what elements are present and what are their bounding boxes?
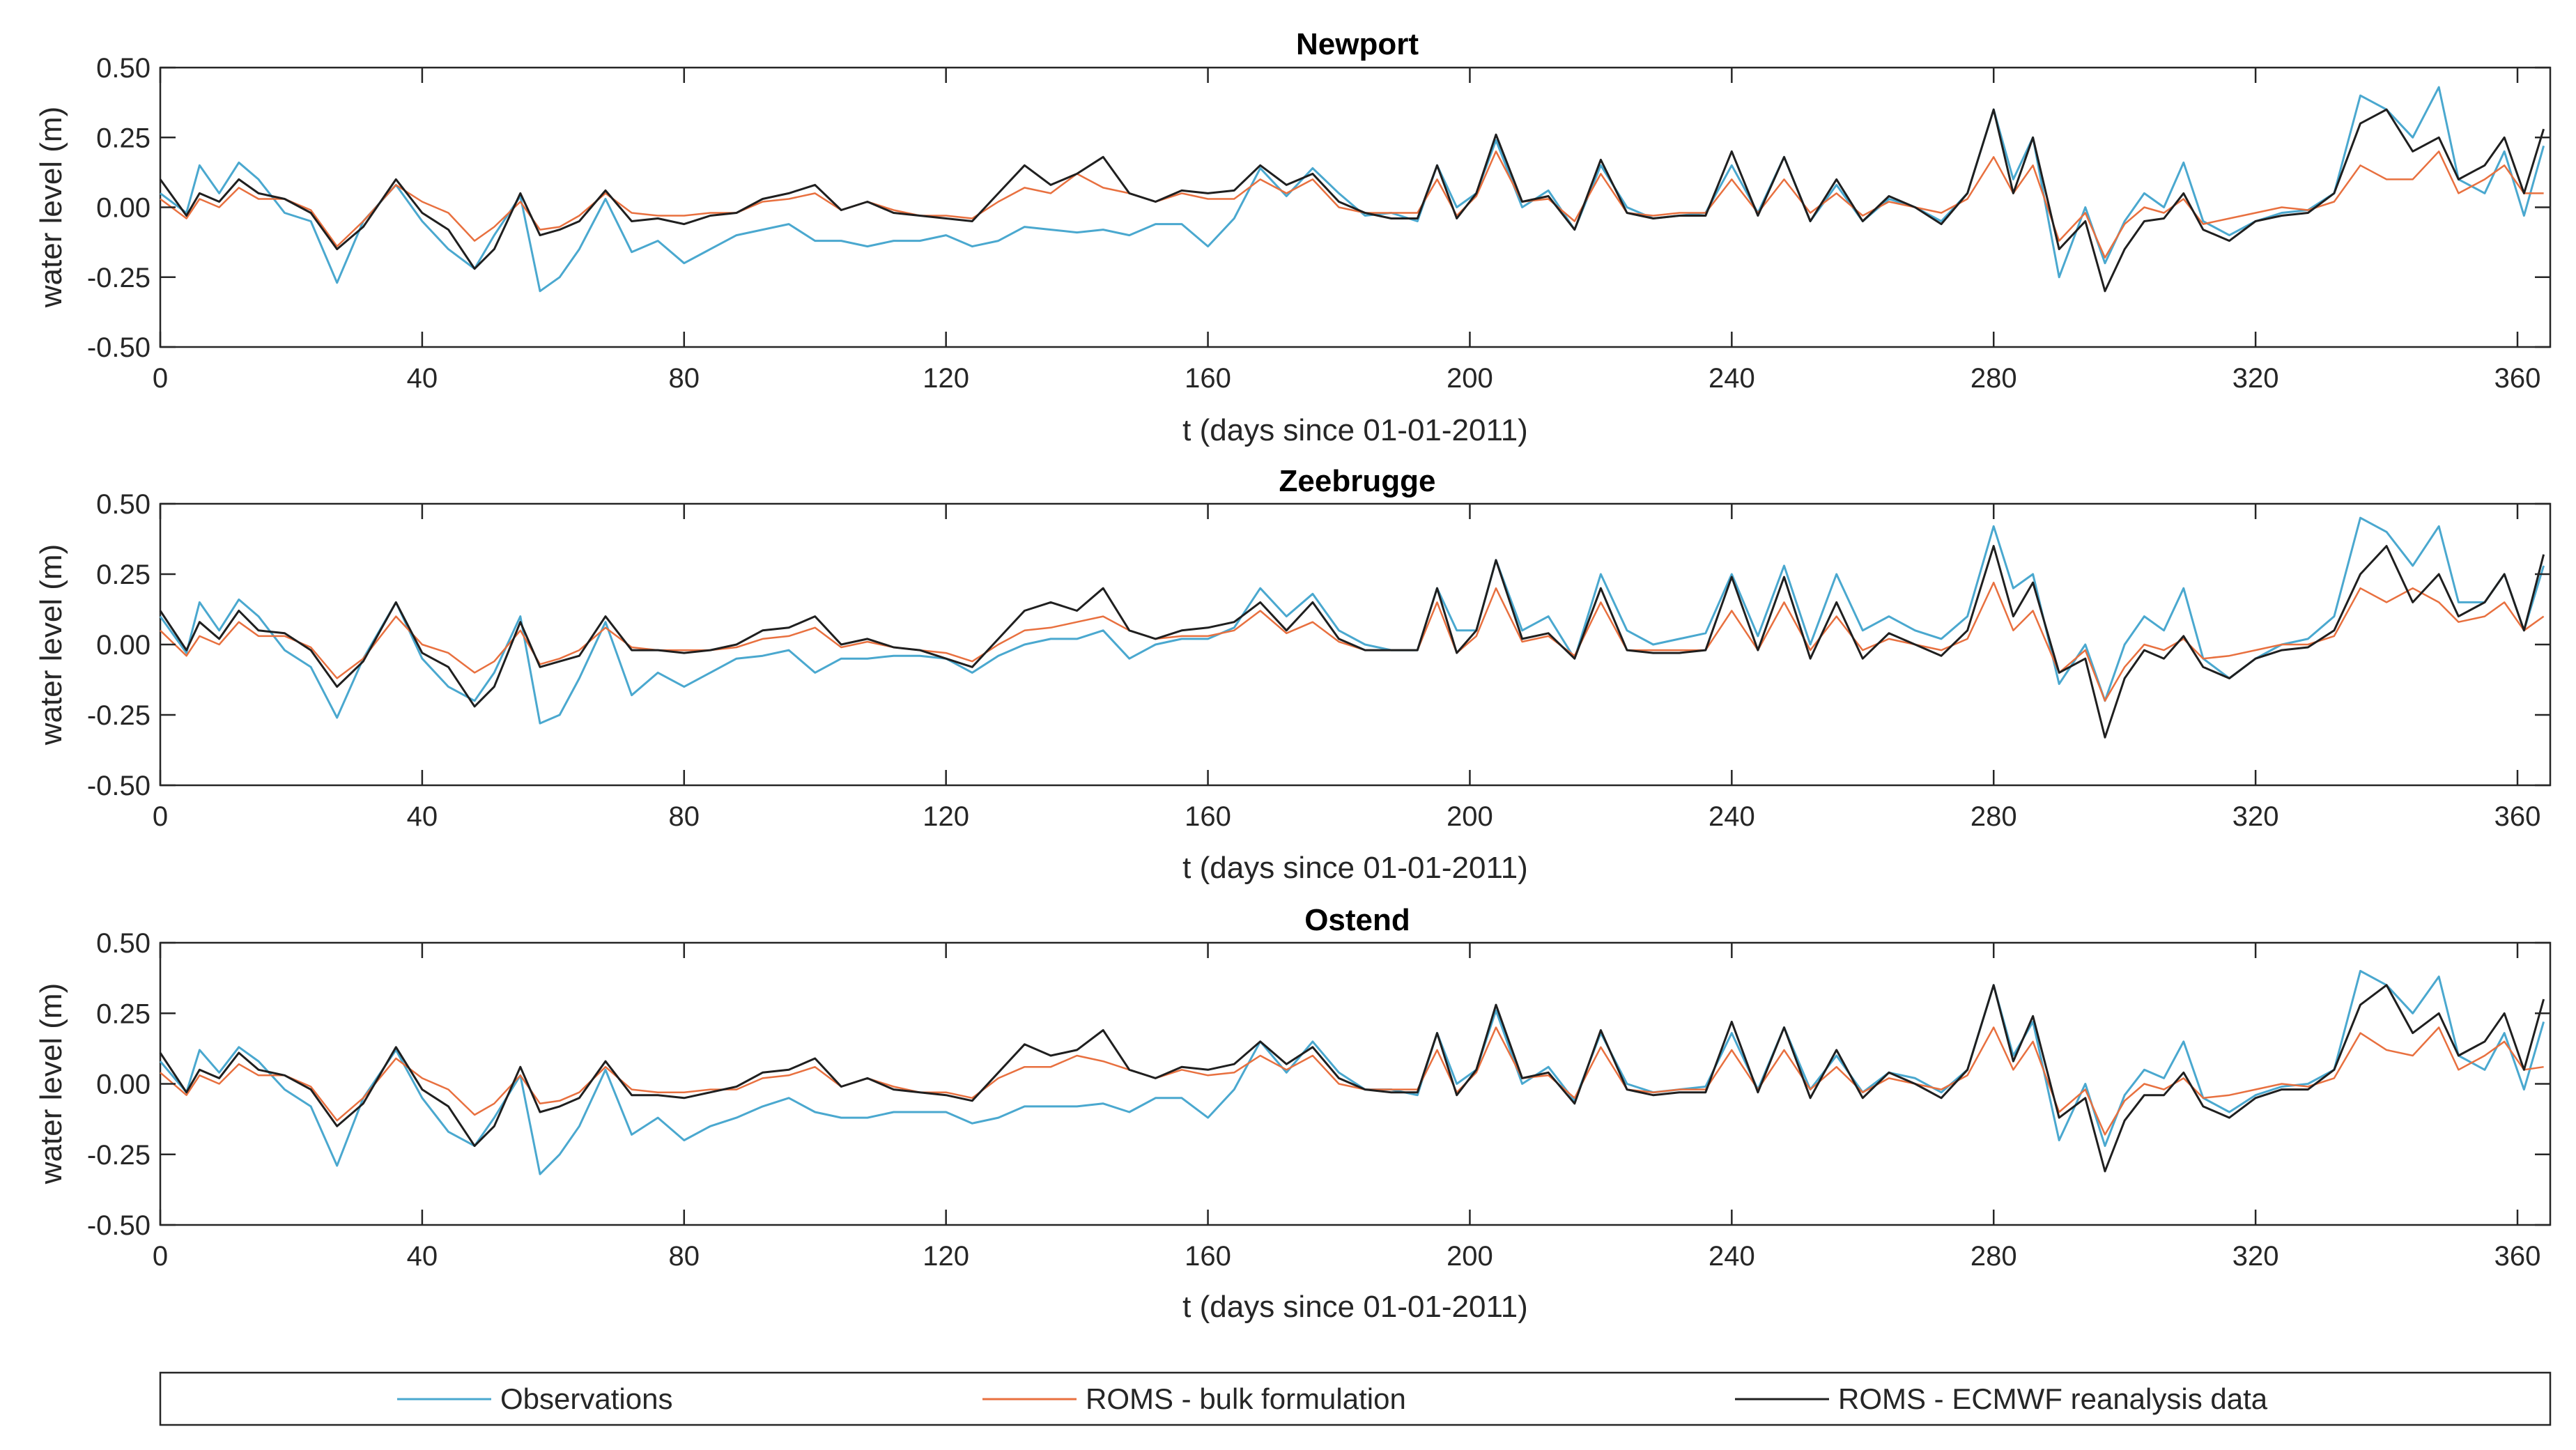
y-tick-label: 0.00 [96,193,151,224]
y-axis-label: water level (m) [34,983,68,1185]
x-tick-label: 240 [1709,363,1755,394]
y-tick-label: 0.25 [96,560,151,590]
x-tick-label: 200 [1447,1241,1493,1272]
x-tick-label: 320 [2232,1241,2279,1272]
x-tick-label: 80 [669,801,700,832]
x-tick-label: 280 [1970,1241,2017,1272]
tick-layer: 0 40 80 120 160 200 240 280 320 360 -0.50 -0.25 0.00… [87,928,2550,1272]
series-line-bulk [160,151,2544,259]
series-line-ecmwf [159,108,2545,293]
series-line-ecmwf [159,545,2545,739]
y-tick-label: 0.00 [96,1070,151,1100]
x-axis-label: t (days since 01-01-2011) [1182,1290,1528,1324]
x-tick-label: 240 [1709,801,1755,832]
series-line-ecmwf [159,984,2545,1173]
legend-label-observations: Observations [500,1382,672,1415]
legend-box [159,1371,2552,1426]
x-tick-label: 40 [407,1241,438,1272]
x-tick-label: 360 [2494,1241,2541,1272]
x-tick-label: 80 [669,363,700,394]
panel-title: Newport [1296,27,1419,61]
y-tick-label: -0.50 [87,332,151,363]
y-tick-label: 0.50 [96,489,151,520]
x-tick-label: 360 [2494,363,2541,394]
series-layer [159,970,2545,1175]
panel-zeebrugge: Zeebrugge 0 40 80 120 160 200 240 280 320 360 -0.5… [34,464,2552,885]
x-tick-label: 320 [2232,363,2279,394]
panel-newport: Newport 0 40 80 120 160 200 240 280 320 360 -0.50 -… [34,27,2552,447]
x-axis-label: t (days since 01-01-2011) [1182,413,1528,447]
panel-ostend: Ostend 0 40 80 120 160 200 240 280 320 360 -0.50 -0… [34,903,2552,1324]
series-layer [159,516,2545,739]
y-tick-label: 0.50 [96,928,151,959]
legend: Observations ROMS - bulk formulation ROM… [159,1371,2552,1426]
x-tick-label: 40 [407,801,438,832]
x-tick-label: 120 [923,1241,969,1272]
x-tick-label: 0 [153,363,168,394]
tick-layer: 0 40 80 120 160 200 240 280 320 360 -0.50 -0.25 0.00… [87,53,2550,394]
x-tick-label: 280 [1970,801,2017,832]
y-tick-label: -0.50 [87,1210,151,1241]
y-tick-label: 0.50 [96,53,151,84]
y-tick-label: 0.25 [96,123,151,153]
x-tick-label: 360 [2494,801,2541,832]
x-tick-label: 280 [1970,363,2017,394]
x-tick-label: 240 [1709,1241,1755,1272]
x-tick-label: 0 [153,1241,168,1272]
panel-title: Ostend [1304,903,1410,937]
tick-layer: 0 40 80 120 160 200 240 280 320 360 -0.50 -0.25 0.00… [87,489,2550,832]
y-tick-label: 0.00 [96,630,151,661]
x-tick-label: 160 [1185,1241,1231,1272]
y-tick-label: -0.50 [87,771,151,801]
y-axis-label: water level (m) [34,107,68,309]
series-layer [159,86,2545,293]
legend-label-bulk: ROMS - bulk formulation [1086,1382,1406,1415]
x-tick-label: 160 [1185,801,1231,832]
series-line-observations [159,516,2545,725]
x-tick-label: 120 [923,801,969,832]
x-tick-label: 120 [923,363,969,394]
x-tick-label: 40 [407,363,438,394]
series-line-observations [160,86,2545,293]
y-tick-label: -0.25 [87,1140,151,1171]
x-tick-label: 0 [153,801,168,832]
y-tick-label: 0.25 [96,998,151,1029]
x-tick-label: 200 [1447,801,1493,832]
panel-title: Zeebrugge [1279,464,1436,498]
x-axis-label: t (days since 01-01-2011) [1182,851,1528,885]
y-tick-label: -0.25 [87,263,151,293]
x-tick-label: 320 [2232,801,2279,832]
x-tick-label: 200 [1447,363,1493,394]
x-tick-label: 80 [669,1241,700,1272]
legend-label-ecmwf: ROMS - ECMWF reanalysis data [1838,1382,2268,1415]
y-tick-label: -0.25 [87,700,151,731]
x-tick-label: 160 [1185,363,1231,394]
series-line-bulk [160,1026,2544,1136]
y-axis-label: water level (m) [34,544,68,746]
